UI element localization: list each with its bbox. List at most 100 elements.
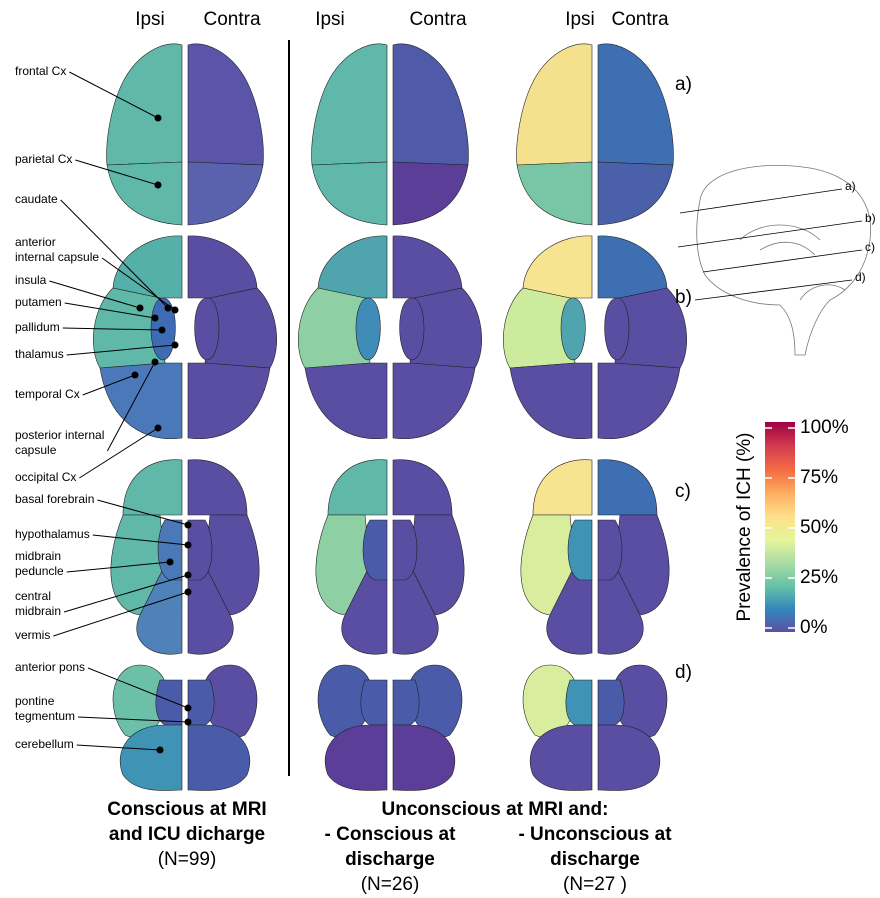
brain-slice bbox=[187, 459, 260, 655]
cut-line bbox=[679, 188, 843, 214]
region-label: pontine bbox=[15, 694, 55, 708]
region-dot bbox=[151, 358, 159, 366]
column-header: Contra bbox=[409, 9, 466, 30]
brain-region bbox=[546, 564, 593, 655]
brain-region bbox=[187, 362, 271, 440]
region-label: thalamus bbox=[15, 347, 64, 361]
leader-line bbox=[62, 327, 163, 331]
brain-slice bbox=[315, 459, 388, 655]
region-label: posterior internal bbox=[15, 428, 104, 442]
brain-slice bbox=[110, 459, 183, 655]
brain-region bbox=[597, 362, 681, 440]
brain-region bbox=[119, 724, 183, 791]
group-n: (N=99) bbox=[158, 849, 217, 870]
brain-region bbox=[392, 679, 420, 726]
brain-slice bbox=[106, 43, 183, 226]
region-label: frontal Cx bbox=[15, 64, 66, 78]
region-label: tegmentum bbox=[15, 709, 75, 723]
brain-region bbox=[509, 362, 593, 440]
brain-region bbox=[597, 724, 661, 791]
region-dot bbox=[154, 424, 162, 432]
brain-region bbox=[597, 459, 658, 516]
region-label: basal forebrain bbox=[15, 492, 94, 506]
brain-region bbox=[392, 362, 476, 440]
brain-slice bbox=[503, 235, 593, 440]
group-n: (N=26) bbox=[361, 874, 420, 895]
sagittal-schematic bbox=[696, 165, 872, 356]
leader-line bbox=[97, 499, 189, 526]
brain-region bbox=[99, 362, 183, 440]
region-label: internal capsule bbox=[15, 250, 99, 264]
region-label: capsule bbox=[15, 443, 57, 457]
brain-region bbox=[392, 459, 453, 516]
brain-region bbox=[597, 43, 674, 166]
brain-slice bbox=[522, 664, 593, 791]
brain-region bbox=[392, 724, 456, 791]
column-header: Ipsi bbox=[315, 9, 345, 30]
colorbar-label: 50% bbox=[800, 517, 838, 538]
brain-slice bbox=[317, 664, 388, 791]
brain-slice bbox=[597, 43, 674, 226]
brain-region bbox=[522, 235, 593, 299]
brain-region bbox=[565, 679, 593, 726]
schematic-label: b) bbox=[865, 211, 876, 225]
brain-region bbox=[392, 43, 469, 166]
region-label: cerebellum bbox=[15, 737, 74, 751]
group-n: (N=27 ) bbox=[563, 874, 627, 895]
group-label: Conscious at MRI bbox=[107, 799, 266, 820]
region-dot bbox=[136, 304, 144, 312]
region-dot bbox=[184, 718, 192, 726]
brain-region bbox=[194, 297, 220, 361]
leader-line bbox=[106, 361, 156, 452]
leader-line bbox=[75, 159, 159, 186]
brain-slice bbox=[187, 235, 277, 440]
leader-line bbox=[101, 257, 176, 311]
brain-region bbox=[392, 161, 469, 226]
brain-region bbox=[187, 519, 213, 581]
leader-line bbox=[92, 534, 189, 546]
brain-slice bbox=[112, 664, 183, 791]
colorbar-title: Prevalence of ICH (%) bbox=[734, 432, 755, 621]
brain-region bbox=[392, 564, 439, 655]
cut-line bbox=[694, 279, 853, 301]
region-label: insula bbox=[15, 273, 47, 287]
column-header: Contra bbox=[203, 9, 260, 30]
brain-region bbox=[324, 724, 388, 791]
brain-region bbox=[327, 459, 388, 516]
colorbar-label: 0% bbox=[800, 617, 828, 638]
region-label: caudate bbox=[15, 192, 58, 206]
slice-label: a) bbox=[675, 74, 692, 95]
leader-line bbox=[49, 280, 141, 309]
brain-slice bbox=[520, 459, 593, 655]
region-dot bbox=[184, 541, 192, 549]
brain-region bbox=[597, 564, 644, 655]
cut-line bbox=[702, 249, 863, 273]
region-label: putamen bbox=[15, 295, 62, 309]
region-dot bbox=[156, 746, 164, 754]
schematic-label: c) bbox=[865, 240, 875, 254]
group-label: discharge bbox=[345, 849, 435, 870]
leader-line bbox=[82, 374, 136, 396]
brain-region bbox=[362, 519, 388, 581]
leader-line bbox=[76, 744, 161, 751]
leader-line bbox=[63, 574, 189, 613]
brain-region bbox=[311, 161, 388, 226]
brain-slice bbox=[187, 664, 258, 791]
region-label: central bbox=[15, 589, 51, 603]
brain-slice bbox=[392, 459, 465, 655]
brain-region bbox=[567, 519, 593, 581]
brain-slice bbox=[298, 235, 388, 440]
brain-region bbox=[187, 679, 215, 726]
colorbar-label: 75% bbox=[800, 467, 838, 488]
brain-region bbox=[560, 297, 586, 361]
region-dot bbox=[184, 704, 192, 712]
brain-region bbox=[106, 43, 183, 166]
region-label: vermis bbox=[15, 628, 50, 642]
brain-region bbox=[311, 43, 388, 166]
colorbar bbox=[765, 422, 795, 632]
region-dot bbox=[151, 314, 159, 322]
region-dot bbox=[171, 306, 179, 314]
brain-region bbox=[604, 297, 630, 361]
column-header: Ipsi bbox=[135, 9, 165, 30]
brain-region bbox=[187, 235, 258, 299]
